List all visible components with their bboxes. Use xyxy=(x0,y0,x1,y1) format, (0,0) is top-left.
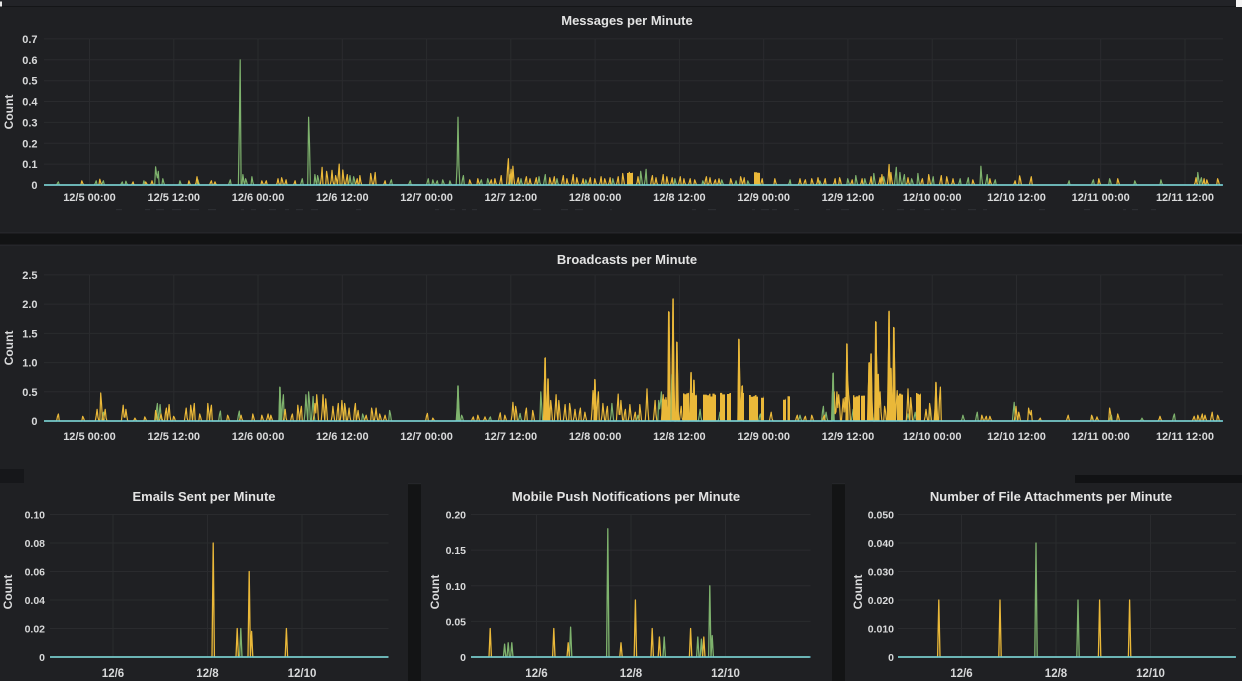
svg-text:12/10 12:00: 12/10 12:00 xyxy=(987,192,1046,204)
svg-text:12/9 00:00: 12/9 00:00 xyxy=(737,192,790,204)
svg-text:0.05: 0.05 xyxy=(446,616,467,628)
svg-text:0.10: 0.10 xyxy=(446,581,467,593)
svg-text:0.04: 0.04 xyxy=(25,595,46,607)
svg-text:12/5 00:00: 12/5 00:00 xyxy=(63,192,116,204)
svg-text:Count: Count xyxy=(2,95,16,130)
svg-text:12/5 12:00: 12/5 12:00 xyxy=(147,431,200,443)
svg-text:12/7 00:00: 12/7 00:00 xyxy=(400,192,453,204)
svg-text:12/7 00:00: 12/7 00:00 xyxy=(400,431,453,443)
svg-text:12/6: 12/6 xyxy=(950,668,972,680)
svg-text:0.010: 0.010 xyxy=(868,624,894,636)
svg-text:12/6: 12/6 xyxy=(525,668,547,680)
svg-text:0.5: 0.5 xyxy=(22,387,37,399)
svg-text:12/10: 12/10 xyxy=(1136,668,1165,680)
svg-text:12/10: 12/10 xyxy=(711,668,740,680)
svg-text:12/10 12:00: 12/10 12:00 xyxy=(987,431,1046,443)
svg-text:12/9 12:00: 12/9 12:00 xyxy=(822,431,875,443)
svg-text:Number of File Attachments per: Number of File Attachments per Minute xyxy=(930,489,1172,504)
svg-text:2.5: 2.5 xyxy=(22,270,37,282)
svg-text:12/11 00:00: 12/11 00:00 xyxy=(1072,431,1130,443)
svg-text:0.050: 0.050 xyxy=(868,510,894,522)
svg-text:Count: Count xyxy=(851,575,865,610)
svg-text:Broadcasts per Minute: Broadcasts per Minute xyxy=(557,252,697,267)
svg-text:0.02: 0.02 xyxy=(25,624,46,636)
svg-text:12/6 00:00: 12/6 00:00 xyxy=(232,431,285,443)
svg-text:0.7: 0.7 xyxy=(22,34,37,46)
svg-text:Count: Count xyxy=(428,575,442,610)
svg-text:12/5 00:00: 12/5 00:00 xyxy=(63,431,116,443)
svg-text:0: 0 xyxy=(888,652,894,664)
svg-text:0.2: 0.2 xyxy=(22,138,37,150)
svg-text:12/11 12:00: 12/11 12:00 xyxy=(1156,192,1214,204)
svg-text:0.040: 0.040 xyxy=(868,538,894,550)
svg-text:12/6 12:00: 12/6 12:00 xyxy=(316,431,369,443)
svg-text:12/6 12:00: 12/6 12:00 xyxy=(316,192,369,204)
svg-text:0.4: 0.4 xyxy=(22,97,38,109)
svg-text:12/10 00:00: 12/10 00:00 xyxy=(903,431,962,443)
svg-text:Mobile Push Notifications per: Mobile Push Notifications per Minute xyxy=(512,489,740,504)
svg-text:Count: Count xyxy=(1,575,15,610)
svg-text:12/6 00:00: 12/6 00:00 xyxy=(232,192,285,204)
svg-text:1.5: 1.5 xyxy=(22,328,37,340)
svg-text:0.030: 0.030 xyxy=(868,567,894,579)
svg-text:Messages per Minute: Messages per Minute xyxy=(561,13,693,28)
svg-text:Emails Sent per Minute: Emails Sent per Minute xyxy=(132,489,275,504)
svg-text:0.15: 0.15 xyxy=(446,545,467,557)
svg-text:12/9 12:00: 12/9 12:00 xyxy=(822,192,875,204)
svg-text:0: 0 xyxy=(460,652,466,664)
svg-text:0.1: 0.1 xyxy=(22,159,37,171)
svg-text:12/8: 12/8 xyxy=(620,668,643,680)
svg-text:1.0: 1.0 xyxy=(22,358,37,370)
svg-text:0.06: 0.06 xyxy=(25,567,46,579)
svg-text:0: 0 xyxy=(39,652,45,664)
svg-text:0.08: 0.08 xyxy=(25,538,46,550)
svg-text:0.20: 0.20 xyxy=(446,510,467,522)
svg-text:12/11 12:00: 12/11 12:00 xyxy=(1156,431,1214,443)
svg-text:0.5: 0.5 xyxy=(22,76,37,88)
svg-text:12/7 12:00: 12/7 12:00 xyxy=(485,431,538,443)
svg-text:12/5 12:00: 12/5 12:00 xyxy=(147,192,200,204)
svg-text:0: 0 xyxy=(31,180,37,192)
svg-text:0: 0 xyxy=(31,416,37,428)
svg-text:12/7 12:00: 12/7 12:00 xyxy=(485,192,538,204)
svg-text:0.10: 0.10 xyxy=(25,510,46,522)
svg-text:12/9 00:00: 12/9 00:00 xyxy=(737,431,790,443)
svg-text:12/6: 12/6 xyxy=(102,668,124,680)
svg-text:12/8 00:00: 12/8 00:00 xyxy=(569,431,622,443)
svg-text:0.6: 0.6 xyxy=(22,55,37,67)
svg-text:12/8 12:00: 12/8 12:00 xyxy=(653,192,706,204)
svg-text:0.020: 0.020 xyxy=(868,595,894,607)
svg-text:0.3: 0.3 xyxy=(22,117,37,129)
svg-text:Count: Count xyxy=(2,331,16,366)
svg-text:12/8: 12/8 xyxy=(196,668,219,680)
svg-text:2.0: 2.0 xyxy=(22,299,37,311)
svg-text:12/8 12:00: 12/8 12:00 xyxy=(653,431,706,443)
svg-text:12/8: 12/8 xyxy=(1045,668,1068,680)
svg-text:12/11 00:00: 12/11 00:00 xyxy=(1072,192,1130,204)
svg-text:12/10 00:00: 12/10 00:00 xyxy=(903,192,962,204)
svg-text:12/10: 12/10 xyxy=(288,668,317,680)
svg-text:12/8 00:00: 12/8 00:00 xyxy=(569,192,622,204)
